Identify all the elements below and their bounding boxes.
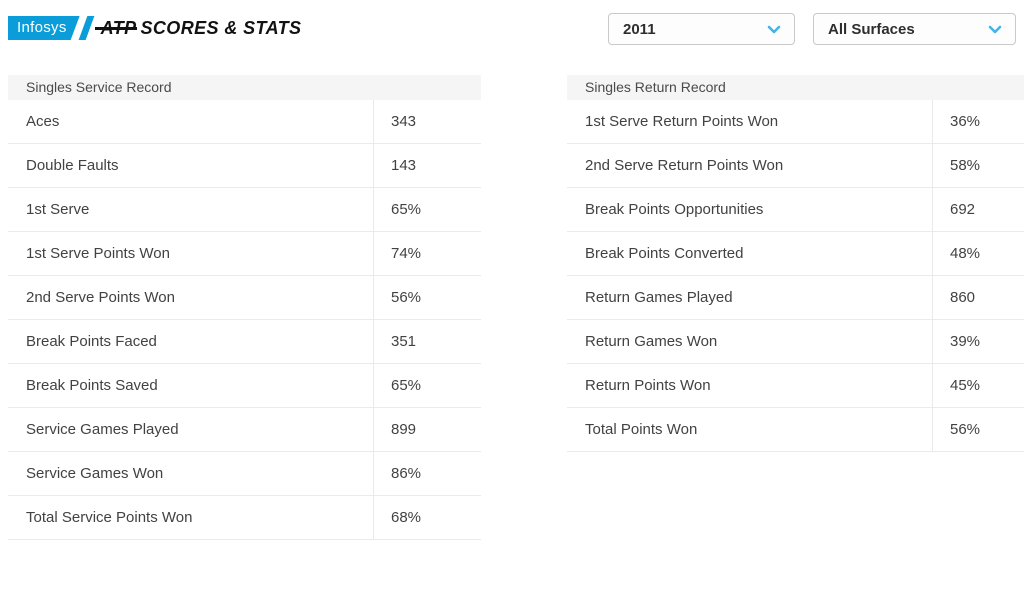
- table-row: Service Games Played 899: [8, 408, 481, 452]
- table-row: Total Points Won 56%: [567, 408, 1024, 452]
- stat-value: 56%: [932, 408, 1024, 451]
- stat-value: 74%: [373, 232, 481, 275]
- page-title-text: SCORES & STATS: [140, 17, 302, 38]
- stat-label: Total Points Won: [585, 421, 698, 438]
- stat-label: Double Faults: [26, 157, 119, 174]
- table-row: Double Faults 143: [8, 144, 481, 188]
- stat-label: 2nd Serve Return Points Won: [585, 157, 784, 174]
- stat-label: 1st Serve: [26, 201, 90, 218]
- stat-label: Service Games Won: [26, 465, 164, 482]
- stat-value: 58%: [932, 144, 1024, 187]
- year-dropdown-value: 2011: [623, 20, 656, 38]
- stat-value: 45%: [932, 364, 1024, 407]
- table-row: 1st Serve 65%: [8, 188, 481, 232]
- stat-value: 68%: [373, 496, 481, 539]
- table-row: 1st Serve Return Points Won 36%: [567, 100, 1024, 144]
- stat-value: 36%: [932, 100, 1024, 143]
- table-row: 2nd Serve Return Points Won 58%: [567, 144, 1024, 188]
- stat-label: Break Points Converted: [585, 245, 744, 262]
- table-row: Break Points Saved 65%: [8, 364, 481, 408]
- stat-label: Break Points Saved: [26, 377, 158, 394]
- surface-dropdown-value: All Surfaces: [828, 20, 915, 38]
- infosys-logo-stripe: [78, 16, 94, 40]
- stat-value: 39%: [932, 320, 1024, 363]
- atp-logo-text: ATP: [100, 17, 137, 38]
- page-title: ATP SCORES & STATS: [101, 18, 302, 39]
- stat-value: 343: [373, 100, 481, 143]
- singles-return-record-table: Singles Return Record 1st Serve Return P…: [567, 75, 1024, 452]
- table-row: 1st Serve Points Won 74%: [8, 232, 481, 276]
- table-row: Return Games Played 860: [567, 276, 1024, 320]
- chevron-down-icon: [988, 25, 1002, 34]
- stat-value: 899: [373, 408, 481, 451]
- stat-label: Return Games Won: [585, 333, 718, 350]
- stat-label: Service Games Played: [26, 421, 179, 438]
- table-row: Service Games Won 86%: [8, 452, 481, 496]
- stat-label: Return Points Won: [585, 377, 711, 394]
- chevron-down-icon: [767, 25, 781, 34]
- surface-dropdown[interactable]: All Surfaces: [813, 13, 1016, 45]
- stat-value: 860: [932, 276, 1024, 319]
- table-row: Break Points Opportunities 692: [567, 188, 1024, 232]
- infosys-logo: Infosys: [8, 16, 80, 40]
- table-row: Break Points Converted 48%: [567, 232, 1024, 276]
- stat-label: Break Points Faced: [26, 333, 157, 350]
- table-row: Break Points Faced 351: [8, 320, 481, 364]
- stat-label: 1st Serve Points Won: [26, 245, 170, 262]
- table-row: 2nd Serve Points Won 56%: [8, 276, 481, 320]
- stat-label: Total Service Points Won: [26, 509, 193, 526]
- stat-value: 143: [373, 144, 481, 187]
- stat-value: 692: [932, 188, 1024, 231]
- stat-label: 2nd Serve Points Won: [26, 289, 175, 306]
- stat-value: 351: [373, 320, 481, 363]
- stat-label: 1st Serve Return Points Won: [585, 113, 779, 130]
- table-body: 1st Serve Return Points Won 36% 2nd Serv…: [567, 100, 1024, 452]
- table-row: Return Points Won 45%: [567, 364, 1024, 408]
- singles-service-record-table: Singles Service Record Aces 343 Double F…: [8, 75, 481, 540]
- table-row: Return Games Won 39%: [567, 320, 1024, 364]
- stat-value: 65%: [373, 188, 481, 231]
- table-title: Singles Service Record: [8, 75, 481, 100]
- table-title: Singles Return Record: [567, 75, 1024, 100]
- stat-value: 48%: [932, 232, 1024, 275]
- stat-label: Aces: [26, 113, 60, 130]
- stat-value: 65%: [373, 364, 481, 407]
- stat-label: Break Points Opportunities: [585, 201, 764, 218]
- brand-logo: Infosys ATP SCORES & STATS: [8, 15, 301, 41]
- stat-label: Return Games Played: [585, 289, 733, 306]
- table-row: Total Service Points Won 68%: [8, 496, 481, 540]
- stat-value: 86%: [373, 452, 481, 495]
- year-dropdown[interactable]: 2011: [608, 13, 795, 45]
- table-body: Aces 343 Double Faults 143 1st Serve 65%…: [8, 100, 481, 540]
- table-row: Aces 343: [8, 100, 481, 144]
- stat-value: 56%: [373, 276, 481, 319]
